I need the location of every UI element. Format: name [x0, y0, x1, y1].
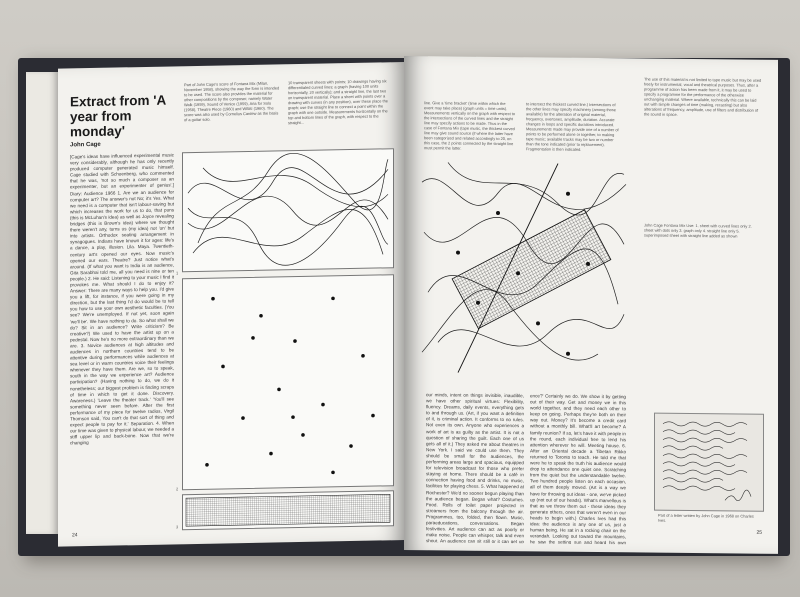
points-drawing	[205, 296, 375, 475]
page-number-right: 25	[756, 529, 762, 536]
superimposed-score-graphic	[418, 152, 630, 384]
graph-grid-drawing	[185, 493, 391, 527]
article-title: Extract from 'A year from monday'	[70, 92, 166, 140]
score-curves-panel	[182, 148, 394, 273]
figure-marker-1: 1	[176, 270, 179, 276]
right-top-text-3: The use of this material is not limited …	[644, 76, 762, 117]
score-points-panel	[182, 274, 394, 491]
intro-caption: Part of John Cage's score of Fontana Mix…	[184, 80, 280, 123]
previous-pages-strip	[26, 72, 58, 534]
right-top-text-1: line. Give a 'time bracket' (time within…	[424, 100, 516, 151]
fontana-mix-legend: John Cage Fontana Mix Use: 1. sheet with…	[644, 222, 752, 239]
page-number-left: 24	[72, 532, 78, 539]
handwritten-letter-image	[654, 412, 764, 512]
body-text: [Cage's ideas have influenced experiment…	[70, 152, 174, 446]
top-caption: 10 transparent sheets with points; 10 dr…	[288, 78, 388, 126]
body-text-right-2: ence?' Certainly we do. We show it by ge…	[530, 393, 626, 545]
fontana-mix-overlay-drawing	[421, 162, 627, 373]
right-page: line. Give a 'time bracket' (time within…	[404, 56, 778, 554]
figure-marker-2: 2	[176, 486, 179, 492]
right-top-text-2: to intersect the thickest curved line.) …	[526, 101, 619, 152]
score-graph-panel	[182, 490, 394, 531]
letter-caption: Part of a letter written by John Cage in…	[658, 512, 754, 523]
curved-lines-drawing	[187, 152, 389, 266]
figure-marker-3: 3	[176, 524, 179, 530]
left-page: Extract from 'A year from monday' Part o…	[58, 62, 404, 547]
author-name: John Cage	[70, 141, 101, 149]
body-text-right-1: our minds, intent on things invisible, i…	[426, 392, 524, 544]
handwriting-scribbles	[662, 421, 752, 502]
